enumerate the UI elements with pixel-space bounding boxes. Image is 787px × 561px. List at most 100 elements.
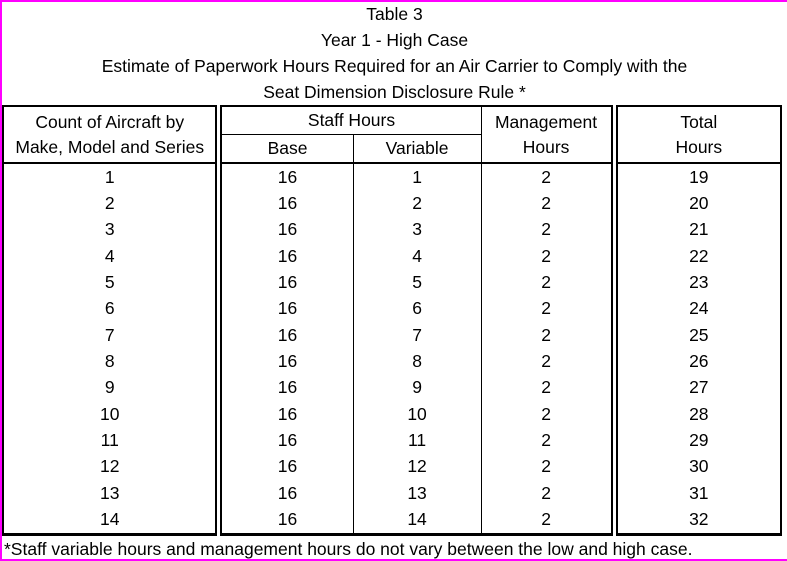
cell-count: 13 [3,480,223,507]
cell-variable-hours: 12 [353,453,482,481]
title-case-line: Year 1 - High Case [320,30,469,51]
cell-management-hours: 2 [481,216,618,244]
cell-count: 11 [3,427,223,454]
cell-variable-hours: 3 [353,216,482,244]
cell-management-hours: 2 [481,295,618,323]
table-row: 10 16 10 2 28 [3,401,781,428]
cell-count: 1 [3,163,223,191]
cell-variable-hours: 9 [353,374,482,402]
cell-total-hours: 29 [689,430,709,451]
cell-management-hours: 2 [481,243,618,270]
title-description-line-1: Estimate of Paperwork Hours Required for… [101,55,688,76]
header-count-line-2: Make, Model and Series [15,136,205,157]
header-base: Base [218,134,354,163]
table-row: 11 16 11 2 29 [3,427,781,454]
header-management-line-2: Hours [522,136,570,157]
cell-base-hours: 16 [218,190,354,217]
cell-total-hours: 32 [689,509,709,530]
cell-total-hours: 28 [689,403,709,424]
cell-management-hours: 2 [481,506,618,535]
cell-total-hours: 21 [689,219,709,240]
header-row-2: Base Variable [3,134,781,163]
cell-variable-hours: 10 [353,401,482,428]
cell-count: 12 [3,453,223,481]
cell-total-hours: 31 [689,482,709,503]
header-staff-hours: Staff Hours [218,106,482,135]
table-row: 12 16 12 2 30 [3,453,781,481]
table-row: 14 16 14 2 32 [3,506,781,535]
cell-count: 4 [3,243,223,270]
cell-count: 6 [3,295,223,323]
cell-base-hours: 16 [218,163,354,191]
cell-base-hours: 16 [218,348,354,375]
cell-count: 7 [3,322,223,349]
header-management-hours: Management Hours [481,106,618,163]
cell-base-hours: 16 [218,322,354,349]
title-table-number: Table 3 [366,4,423,25]
cell-variable-hours: 7 [353,322,482,349]
table-header: Count of Aircraft by Make, Model and Ser… [3,106,781,163]
cell-variable-hours: 4 [353,243,482,270]
cell-management-hours: 2 [481,163,618,191]
table-row: 13 16 13 2 31 [3,480,781,507]
cell-management-hours: 2 [481,401,618,428]
cell-management-hours: 2 [481,322,618,349]
cell-base-hours: 16 [218,453,354,481]
cell-base-hours: 16 [218,243,354,270]
paperwork-hours-table: Count of Aircraft by Make, Model and Ser… [2,105,782,536]
cell-variable-hours: 11 [353,427,482,454]
table-row: 1 16 1 2 19 [3,163,781,191]
cell-base-hours: 16 [218,216,354,244]
footnote: *Staff variable hours and management hou… [4,538,693,559]
cell-total-hours: 22 [689,245,709,266]
cell-count: 9 [3,374,223,402]
cell-variable-hours: 8 [353,348,482,375]
table-row: 3 16 3 2 21 [3,216,781,244]
cell-management-hours: 2 [481,480,618,507]
table-row: 7 16 7 2 25 [3,322,781,349]
table-row: 5 16 5 2 23 [3,269,781,296]
cell-count: 3 [3,216,223,244]
cell-base-hours: 16 [218,506,354,535]
cell-base-hours: 16 [218,480,354,507]
cell-total-hours: 20 [689,193,709,214]
cell-management-hours: 2 [481,453,618,481]
cell-total-hours: 25 [689,324,709,345]
table-title-block: Table 3 Year 1 - High Case Estimate of P… [2,2,787,105]
header-count-of-aircraft: Count of Aircraft by Make, Model and Ser… [3,106,223,163]
header-total-line-2: Hours [675,136,723,157]
cell-total-hours: 24 [689,298,709,319]
cell-variable-hours: 5 [353,269,482,296]
cell-base-hours: 16 [218,269,354,296]
cell-base-hours: 16 [218,427,354,454]
header-count-line-1: Count of Aircraft by [35,111,185,132]
table-row: 9 16 9 2 27 [3,374,781,402]
cell-management-hours: 2 [481,374,618,402]
cell-base-hours: 16 [218,374,354,402]
table-body: 1 16 1 2 19 2 16 2 2 20 3 16 3 2 21 4 16… [3,163,781,535]
header-variable: Variable [353,134,482,163]
cell-management-hours: 2 [481,348,618,375]
table-row: 8 16 8 2 26 [3,348,781,375]
table-row: 6 16 6 2 24 [3,295,781,323]
cell-total-hours: 23 [689,272,709,293]
cell-total-hours: 26 [689,351,709,372]
cell-base-hours: 16 [218,401,354,428]
cell-count: 8 [3,348,223,375]
cell-variable-hours: 1 [353,163,482,191]
cell-variable-hours: 14 [353,506,482,535]
header-row-1: Count of Aircraft by Make, Model and Ser… [3,106,781,163]
title-description-line-2: Seat Dimension Disclosure Rule * [263,81,526,102]
cell-count: 5 [3,269,223,296]
cell-count: 10 [3,401,223,428]
cell-count: 2 [3,190,223,217]
cell-base-hours: 16 [218,295,354,323]
cell-total-hours: 19 [689,166,709,187]
cell-variable-hours: 13 [353,480,482,507]
table-row: 4 16 4 2 22 [3,243,781,270]
header-total-line-1: Total [680,111,718,132]
header-total-hours: Total Hours [614,106,781,163]
cell-management-hours: 2 [481,427,618,454]
cell-count: 14 [3,506,223,535]
